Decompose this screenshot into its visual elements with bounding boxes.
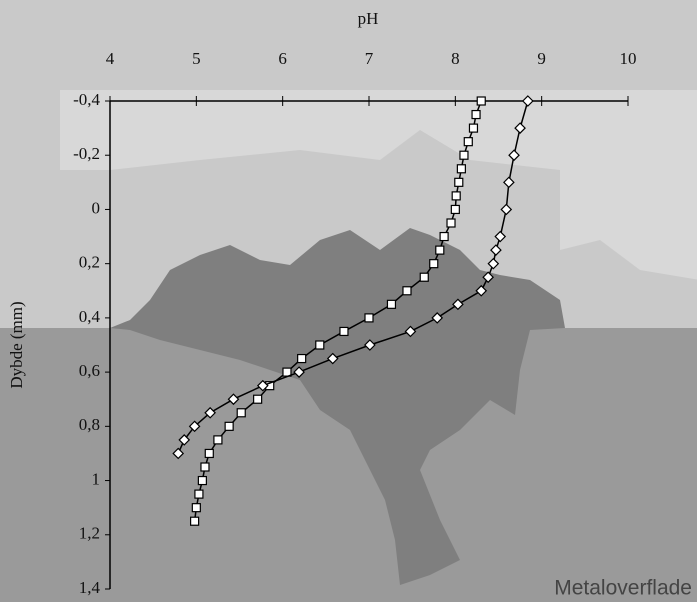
y-tick-label: 1,2 bbox=[79, 524, 100, 543]
x-axis-title: pH bbox=[358, 9, 379, 28]
square-marker bbox=[452, 192, 460, 200]
x-tick-label: 4 bbox=[106, 49, 115, 68]
square-marker bbox=[192, 504, 200, 512]
square-marker bbox=[298, 355, 306, 363]
x-tick-label: 8 bbox=[451, 49, 460, 68]
y-tick-label: 0 bbox=[92, 198, 101, 217]
y-tick-label: 1,4 bbox=[79, 578, 101, 597]
x-tick-label: 7 bbox=[365, 49, 374, 68]
y-tick-label: 0,4 bbox=[79, 307, 101, 326]
square-marker bbox=[451, 205, 459, 213]
square-marker bbox=[316, 341, 324, 349]
square-marker bbox=[205, 449, 213, 457]
chart: pH Dybde (mm) Metaloverflade 45678910-0,… bbox=[0, 0, 697, 602]
y-tick-label: 0,6 bbox=[79, 361, 100, 380]
y-tick-label: 0,8 bbox=[79, 415, 100, 434]
y-axis-title: Dybde (mm) bbox=[7, 301, 26, 388]
square-marker bbox=[457, 165, 465, 173]
square-marker bbox=[440, 233, 448, 241]
square-marker bbox=[191, 517, 199, 525]
x-tick-label: 5 bbox=[192, 49, 201, 68]
square-marker bbox=[469, 124, 477, 132]
square-marker bbox=[254, 395, 262, 403]
square-marker bbox=[403, 287, 411, 295]
square-marker bbox=[436, 246, 444, 254]
x-tick-label: 9 bbox=[537, 49, 546, 68]
square-marker bbox=[472, 111, 480, 119]
square-marker bbox=[214, 436, 222, 444]
square-marker bbox=[201, 463, 209, 471]
square-marker bbox=[237, 409, 245, 417]
y-tick-label: -0,2 bbox=[73, 144, 100, 163]
square-marker bbox=[464, 138, 472, 146]
y-tick-label: 0,2 bbox=[79, 253, 100, 272]
square-marker bbox=[460, 151, 468, 159]
square-marker bbox=[447, 219, 455, 227]
square-marker bbox=[420, 273, 428, 281]
square-marker bbox=[198, 477, 206, 485]
y-tick-label: 1 bbox=[92, 469, 101, 488]
square-marker bbox=[340, 327, 348, 335]
square-marker bbox=[477, 97, 485, 105]
square-marker bbox=[430, 260, 438, 268]
square-marker bbox=[365, 314, 373, 322]
page: pH Dybde (mm) Metaloverflade 45678910-0,… bbox=[0, 0, 697, 602]
y-tick-label: -0,4 bbox=[73, 90, 100, 109]
square-marker bbox=[387, 300, 395, 308]
x-tick-label: 10 bbox=[620, 49, 637, 68]
annotation: Metaloverflade bbox=[554, 577, 692, 600]
square-marker bbox=[225, 422, 233, 430]
square-marker bbox=[195, 490, 203, 498]
square-marker bbox=[455, 178, 463, 186]
x-tick-label: 6 bbox=[278, 49, 287, 68]
